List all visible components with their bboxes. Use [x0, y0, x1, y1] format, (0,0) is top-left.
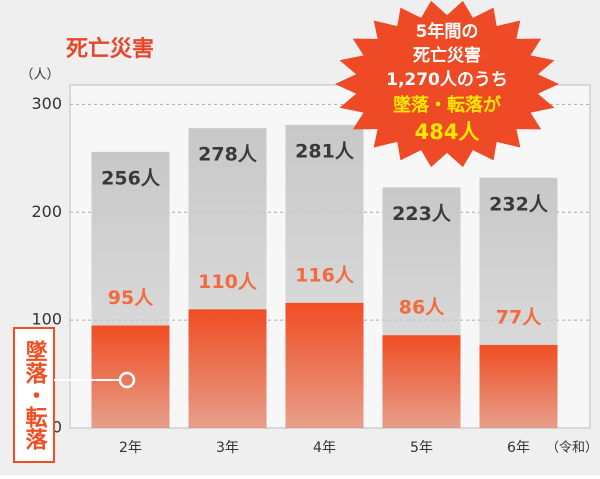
- callout-text: 墜落・転落が: [393, 94, 501, 116]
- x-tick-label: 3年: [216, 440, 239, 456]
- legend-label: 墜落・転落: [22, 339, 48, 451]
- value-label: 256人: [101, 167, 161, 189]
- value-label: 110人: [198, 271, 258, 293]
- callout-text: 5年間の: [416, 21, 479, 42]
- legend-dot: [118, 371, 136, 389]
- x-tick-label: 2年: [119, 440, 142, 456]
- x-tick-label: 6年: [507, 440, 530, 456]
- bar: [479, 344, 558, 428]
- bars: 0 100 200 300 2年 3年 4年 5年 6年 256人 278人 281人 223人 232人…: [31, 94, 590, 456]
- value-label: 95人: [108, 287, 154, 309]
- value-label: 281人: [295, 140, 355, 162]
- bar: [382, 335, 461, 428]
- bar: [285, 302, 364, 428]
- callout-text: 484人: [415, 120, 480, 144]
- value-label: 278人: [198, 144, 258, 166]
- callout-text: 1,270人のうち: [386, 70, 508, 90]
- y-tick-label: 0: [52, 418, 62, 437]
- x-tick-label: 5年: [410, 440, 433, 456]
- x-tick-label: 4年: [313, 440, 336, 456]
- legend-box: [13, 327, 55, 463]
- value-label: 77人: [496, 306, 542, 328]
- callout-burst: [335, 0, 559, 168]
- value-label: 116人: [295, 264, 355, 286]
- value-label: 86人: [399, 297, 445, 319]
- bar: [91, 325, 170, 428]
- callout-text: 死亡災害: [413, 45, 481, 66]
- value-label: 232人: [489, 193, 549, 215]
- x-unit: （令和）: [546, 441, 598, 456]
- legend: 墜落・転落: [13, 327, 136, 463]
- y-tick-label: 200: [31, 202, 62, 221]
- value-label: 223人: [392, 203, 452, 225]
- y-tick-label: 100: [31, 310, 62, 329]
- y-unit: （人）: [20, 68, 59, 83]
- callout: 5年間の 死亡災害 1,270人のうち 墜落・転落が 484人: [335, 0, 559, 168]
- chart-title: 死亡災害: [66, 36, 154, 62]
- bar: [188, 309, 267, 428]
- y-tick-label: 300: [31, 94, 62, 113]
